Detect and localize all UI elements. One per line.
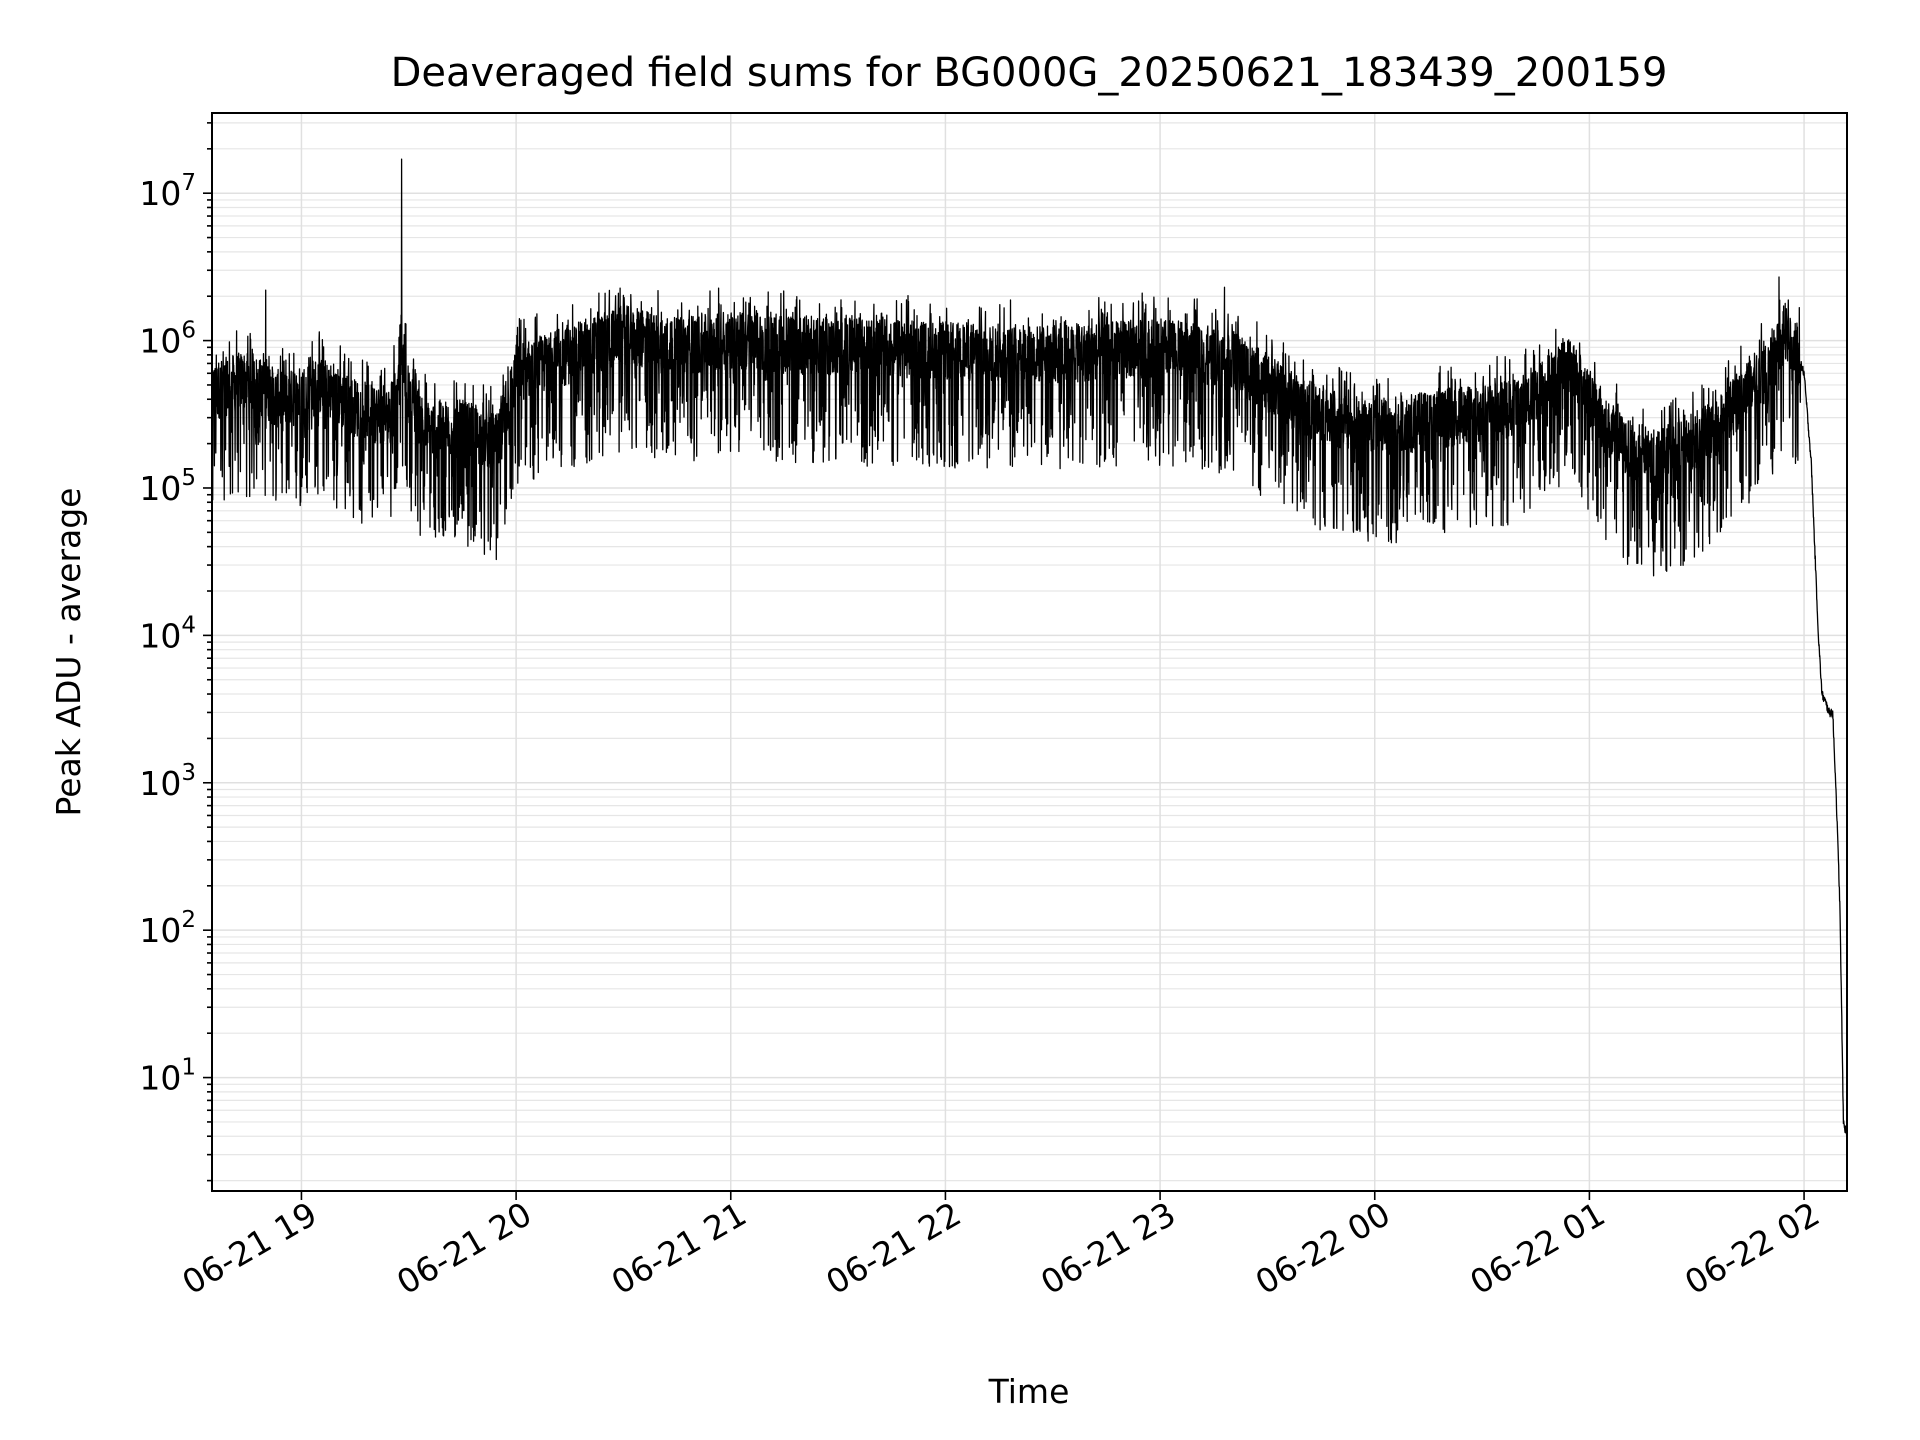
x-tick-label: 06-21 22 — [819, 1194, 967, 1302]
y-tick-label: 104 — [139, 612, 196, 655]
y-tick-label: 103 — [139, 760, 196, 803]
y-tick-label: 106 — [139, 318, 196, 361]
plot-area-frame — [211, 112, 1848, 1192]
y-tick-label: 107 — [139, 170, 196, 213]
x-tick-label: 06-21 19 — [175, 1194, 323, 1302]
series-line — [211, 158, 1848, 1141]
y-tick-label: 102 — [139, 907, 196, 950]
y-axis: 101 102 103 104 105 106 107 — [139, 122, 212, 1182]
y-axis-label: Peak ADU - average — [49, 488, 88, 817]
x-tick-label: 06-22 01 — [1463, 1194, 1611, 1302]
x-axis: 06-21 19 06-21 20 06-21 21 06-21 22 06-21 23… — [175, 1191, 1826, 1302]
x-tick-label: 06-21 20 — [390, 1194, 538, 1302]
x-tick-label: 06-22 02 — [1678, 1194, 1826, 1302]
chart-title: Deaveraged field sums for BG000G_2025062… — [391, 50, 1668, 96]
x-tick-label: 06-22 00 — [1249, 1194, 1397, 1302]
grid — [212, 113, 1847, 1191]
y-tick-label: 105 — [139, 465, 196, 508]
x-tick-label: 06-21 21 — [605, 1194, 753, 1302]
x-axis-label: Time — [988, 1372, 1070, 1411]
x-tick-label: 06-21 23 — [1034, 1194, 1182, 1302]
series-line-group — [211, 158, 1848, 1141]
y-tick-label: 101 — [139, 1055, 196, 1098]
